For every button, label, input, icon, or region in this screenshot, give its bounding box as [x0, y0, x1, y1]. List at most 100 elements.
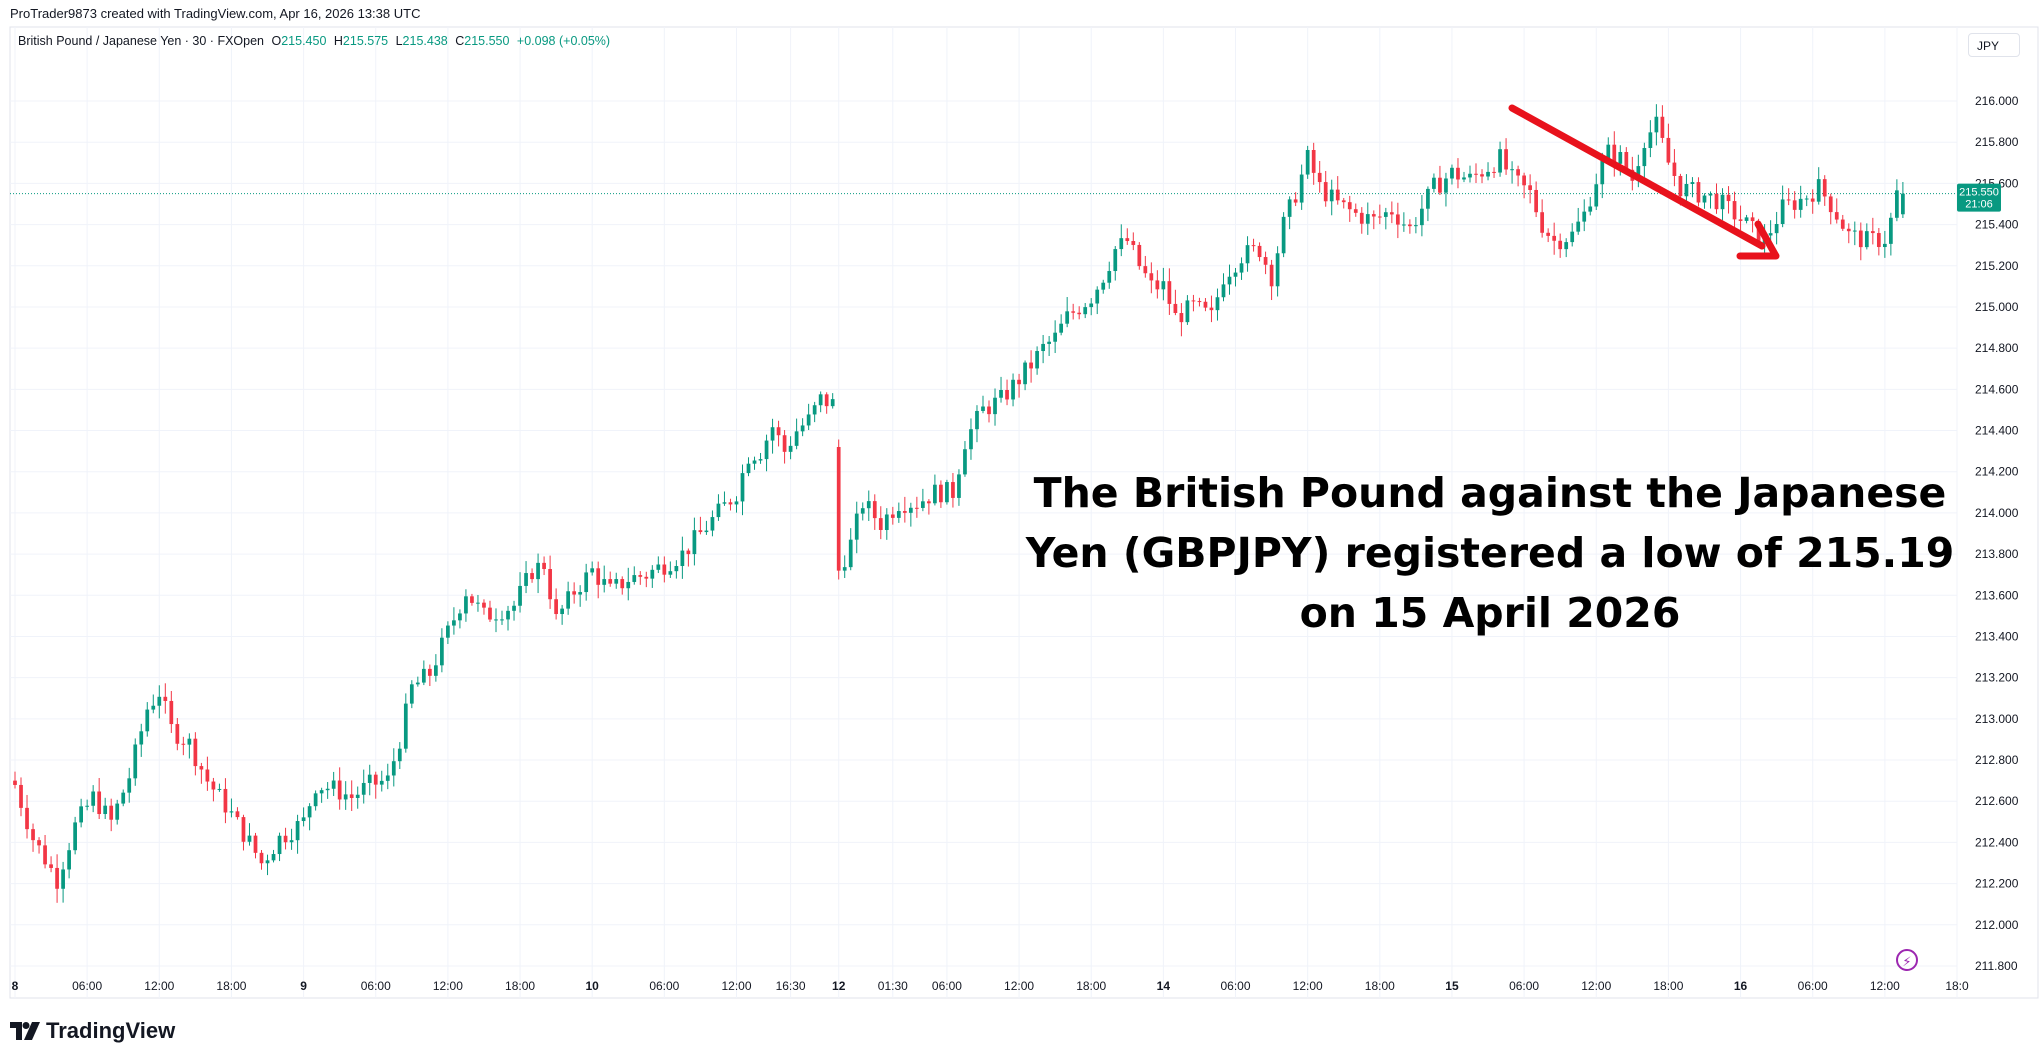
candle-body [1462, 177, 1466, 180]
price-badge-bg [1957, 183, 2001, 212]
price-tick-label: 212.000 [1975, 918, 2019, 932]
price-tick-label: 214.400 [1975, 424, 2019, 438]
candle-body [1215, 297, 1220, 311]
high-label: H [333, 34, 343, 48]
candle-body [1149, 273, 1154, 281]
candle-body [355, 794, 360, 798]
candle-body [884, 514, 889, 530]
candle-body [818, 394, 823, 406]
candle-body [1768, 233, 1773, 236]
candles-layer [13, 104, 1905, 903]
candle-body [1017, 379, 1021, 385]
candle-body [211, 781, 216, 790]
candle-body [1239, 263, 1244, 273]
candle-body [1564, 242, 1569, 250]
time-tick-label: 8 [12, 979, 19, 993]
currency-selector[interactable]: JPY [1968, 33, 2020, 57]
price-tick-label: 215.400 [1975, 218, 2019, 232]
candle-body [163, 696, 168, 701]
candle-body [1504, 149, 1508, 170]
high-value: 215.575 [342, 34, 389, 48]
candle-body [1023, 362, 1027, 385]
candle-body [313, 793, 318, 807]
candle-body [199, 766, 204, 770]
candle-body [1660, 116, 1665, 138]
candle-body [241, 817, 246, 842]
candle-body [1576, 221, 1581, 232]
candle-body [91, 791, 96, 806]
candle-body [1528, 185, 1532, 190]
time-tick-label: 16 [1734, 979, 1748, 993]
candle-body [999, 389, 1003, 398]
candle-body [25, 807, 29, 830]
candle-body [1227, 276, 1232, 285]
candle-body [1450, 167, 1454, 179]
candle-body [993, 397, 997, 415]
time-axis[interactable]: 8 06:00 12:00 18:00 9 06:00 12:00 18:00 10 06:00 1… [12, 979, 1969, 993]
candle-body [764, 440, 769, 460]
time-tick-label: 12:00 [433, 979, 463, 993]
price-badge-price: 215.550 [1959, 187, 1999, 199]
candle-body [1059, 323, 1064, 333]
time-tick-label: 18:00 [216, 979, 246, 993]
tradingview-logo-icon [10, 1022, 40, 1040]
time-tick-label: 18:0 [1945, 979, 1969, 993]
candle-body [957, 474, 961, 498]
candle-body [488, 607, 492, 620]
brand-name: TradingView [46, 1018, 176, 1043]
lightning-icon[interactable]: ⚡ [1896, 949, 1918, 971]
candle-body [476, 602, 480, 604]
candle-body [1468, 173, 1472, 178]
candle-body [560, 608, 564, 615]
candle-body [890, 514, 895, 518]
candle-body [1840, 219, 1845, 229]
candle-body [139, 731, 144, 745]
price-axis[interactable]: 216.000215.800215.600215.400215.200215.0… [1975, 94, 2019, 973]
candle-body [1414, 225, 1418, 227]
candle-body [217, 788, 222, 790]
candle-body [933, 484, 937, 504]
candle-body [1552, 235, 1557, 241]
candle-body [1101, 282, 1106, 290]
symbol-legend[interactable]: British Pound / Japanese Yen · 30 · FXOp… [18, 34, 610, 48]
candle-body [1714, 193, 1719, 210]
candle-body [1383, 212, 1388, 217]
candle-body [566, 591, 571, 609]
candle-body [1558, 240, 1563, 250]
candle-body [794, 431, 799, 446]
candle-body [43, 845, 47, 865]
trend-arrow [1508, 104, 1780, 260]
candle-body [181, 743, 186, 745]
candle-body [343, 794, 348, 800]
price-tick-label: 213.000 [1975, 712, 2019, 726]
candle-body [668, 571, 673, 575]
candle-body [632, 575, 637, 582]
candle-body [1053, 332, 1058, 342]
candle-body [1780, 199, 1785, 225]
symbol-name[interactable]: British Pound / Japanese Yen · 30 · FXOp… [18, 34, 264, 48]
candle-body [1600, 161, 1605, 185]
candle-body [1654, 116, 1659, 133]
candle-body [578, 592, 583, 595]
candle-body [1011, 379, 1015, 400]
candle-body [860, 508, 865, 514]
candle-body [1155, 280, 1160, 290]
candle-body [319, 790, 324, 794]
tradingview-logo[interactable]: TradingView [10, 1018, 175, 1044]
candle-body [1810, 198, 1815, 202]
candle-body [1233, 272, 1238, 277]
candle-body [614, 579, 619, 584]
candle-body [421, 668, 426, 683]
candle-body [440, 637, 444, 666]
candle-body [1281, 216, 1286, 254]
candle-body [1395, 214, 1400, 225]
candle-body [79, 806, 84, 823]
candle-body [1365, 214, 1370, 224]
candle-body [554, 599, 558, 615]
candle-body [1876, 233, 1881, 248]
candle-body [1732, 201, 1737, 220]
candle-body [987, 406, 991, 415]
candle-body [1786, 199, 1791, 201]
candle-body [584, 572, 589, 593]
